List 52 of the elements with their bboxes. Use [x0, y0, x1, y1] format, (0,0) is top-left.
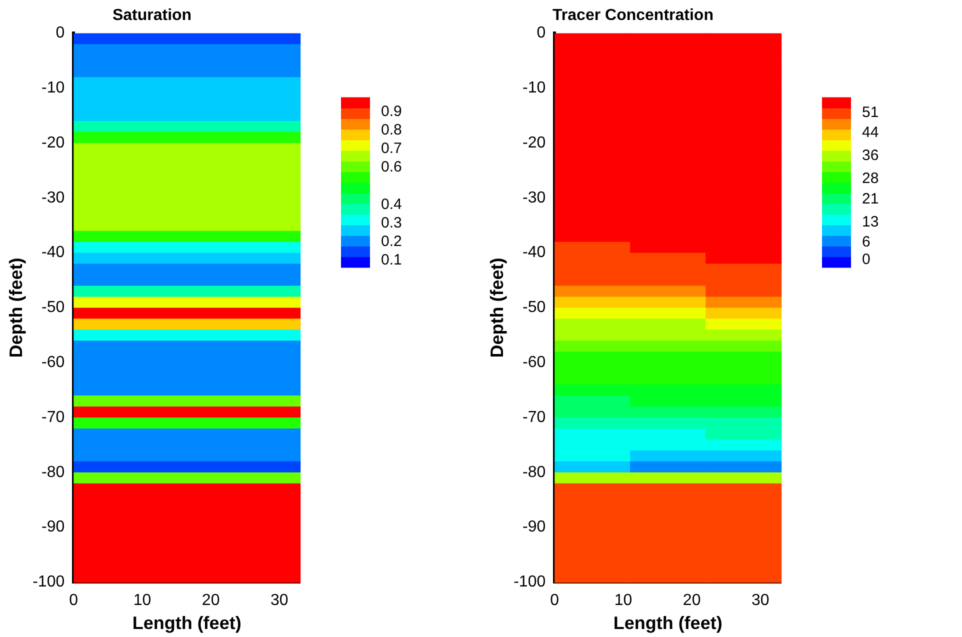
- color-bar-label: 51: [862, 104, 879, 121]
- x-tick-label: 20: [202, 592, 220, 610]
- y-tick-label: -90: [42, 518, 65, 536]
- y-tick-label: -20: [522, 134, 546, 152]
- y-tick-label: -70: [42, 408, 65, 426]
- y-tick-label: -70: [522, 408, 546, 426]
- chart-title: Tracer Concentration: [552, 7, 714, 24]
- color-bar-label: 0.8: [381, 122, 402, 139]
- color-bar-label: 21: [862, 190, 879, 208]
- y-tick-label: -100: [514, 574, 546, 591]
- x-tick-label: 20: [682, 592, 701, 610]
- color-bar-label: 44: [862, 124, 879, 142]
- y-tick-label: -90: [522, 518, 546, 536]
- color-bar-label: 36: [862, 147, 879, 164]
- color-bar-label: 0.4: [381, 196, 402, 213]
- color-bar-label: 0.6: [381, 158, 402, 176]
- y-tick-label: -60: [522, 354, 546, 372]
- y-tick-label: -40: [522, 244, 546, 262]
- color-bar-label: 0.7: [381, 140, 402, 158]
- color-bar-label: 6: [862, 234, 870, 251]
- y-tick-label: -30: [522, 189, 546, 206]
- y-tick-label: -100: [32, 574, 65, 591]
- x-tick-label: 30: [752, 592, 770, 610]
- color-bar-label: 0.2: [381, 233, 402, 250]
- y-tick-label: -80: [42, 464, 65, 481]
- color-bar-label: 13: [862, 213, 879, 230]
- x-tick-label: 10: [133, 592, 152, 610]
- color-bar-label: 28: [862, 170, 879, 188]
- y-tick-label: -80: [522, 464, 546, 481]
- y-tick-label: 0: [56, 24, 65, 42]
- x-tick-label: 0: [69, 592, 78, 610]
- y-tick-label: -10: [42, 80, 65, 97]
- x-tick-label: 30: [270, 592, 288, 610]
- y-tick-label: -40: [42, 244, 65, 262]
- x-tick-label: 10: [614, 592, 632, 610]
- y-tick-label: -30: [42, 189, 65, 206]
- x-tick-label: 0: [550, 592, 560, 610]
- color-bar-label: 0.1: [381, 252, 402, 269]
- chart-title: Saturation: [112, 7, 192, 24]
- y-axis-title: Depth (feet): [6, 258, 26, 358]
- x-axis-title: Length (feet): [613, 613, 722, 634]
- x-axis-title: Length (feet): [132, 613, 242, 634]
- y-tick-label: -10: [522, 80, 546, 97]
- color-bar-label: 0.9: [381, 102, 402, 120]
- color-bar-label: 0.3: [381, 214, 402, 232]
- color-bar-label: 0: [862, 250, 870, 268]
- y-tick-label: -60: [42, 354, 65, 372]
- y-axis-title: Depth (feet): [486, 258, 507, 358]
- y-tick-label: 0: [536, 24, 546, 42]
- y-tick-label: -50: [42, 299, 65, 316]
- y-tick-label: -20: [42, 134, 65, 152]
- y-tick-label: -50: [522, 299, 546, 316]
